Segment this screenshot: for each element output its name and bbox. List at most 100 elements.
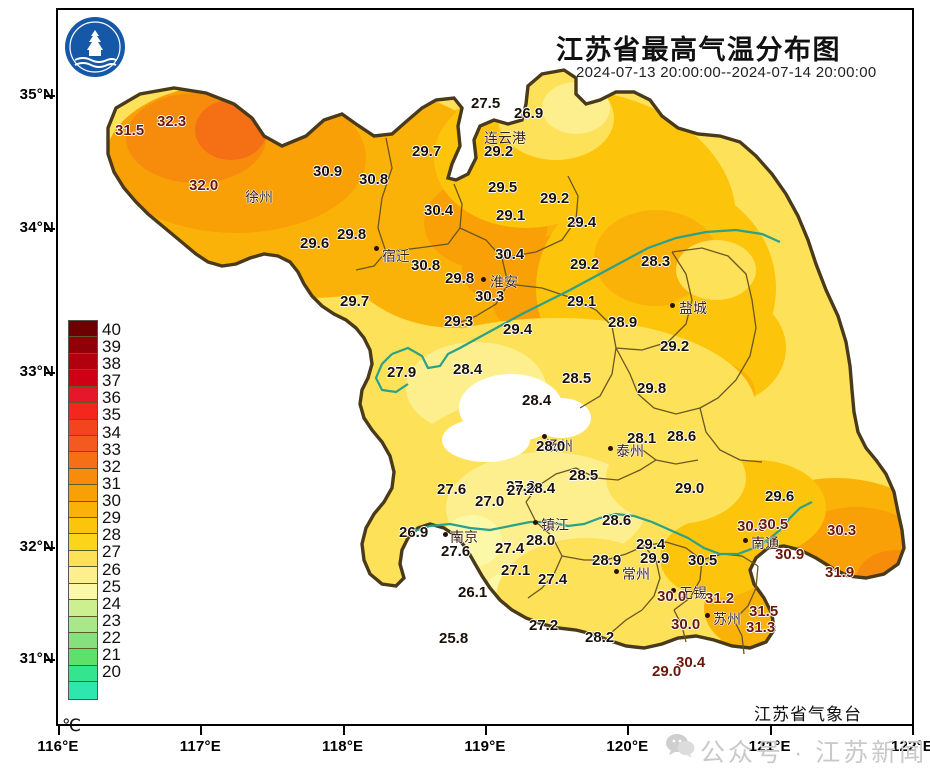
city-label: 淮安: [490, 274, 518, 290]
city-marker-dot: [443, 532, 448, 537]
colorbar-tick-label: 27: [102, 542, 121, 562]
colorbar-tick-label: 28: [102, 525, 121, 545]
station-temperature-label: 27.4: [538, 571, 568, 588]
x-axis-tick-mark: [912, 726, 914, 735]
station-temperature-label: 29.1: [496, 207, 526, 224]
station-temperature-label: 29.7: [340, 293, 370, 310]
station-temperature-label: 28.9: [592, 552, 622, 569]
colorbar-tick-label: 35: [102, 405, 121, 425]
station-temperature-label: 29.2: [484, 143, 514, 160]
agency-credit: 江苏省气象台: [754, 705, 862, 724]
city-label: 泰州: [616, 443, 644, 459]
station-temperature-label: 26.1: [458, 584, 488, 601]
city-marker-dot: [614, 569, 619, 574]
x-axis-tick-mark: [627, 726, 630, 735]
x-axis-tick-mark: [485, 726, 487, 735]
station-temperature-label: 28.9: [608, 314, 638, 331]
station-temperature-label: 30.5: [759, 516, 789, 533]
colorbar-tick-label: 21: [102, 645, 121, 665]
station-temperature-label: 30.5: [688, 552, 718, 569]
city-label: 常州: [622, 566, 650, 582]
station-temperature-label: 30.4: [676, 654, 706, 671]
station-temperature-label: 31.9: [825, 564, 855, 581]
province-boundary: [106, 68, 906, 650]
station-temperature-label: 28.5: [569, 467, 599, 484]
y-axis-tick-label: 34°N: [19, 219, 54, 236]
x-axis-tick-label: 117°E: [179, 738, 221, 755]
x-axis-tick-mark: [769, 726, 772, 735]
station-temperature-label: 29.8: [637, 380, 667, 397]
x-axis-tick-label: 118°E: [322, 738, 364, 755]
station-temperature-label: 29.8: [445, 270, 475, 287]
station-temperature-label: 27.9: [387, 364, 417, 381]
colorbar-segment: [69, 550, 97, 568]
colorbar-tick-label: 39: [102, 337, 121, 357]
time-range-subtitle: 2024-07-13 20:00:00--2024-07-14 20:00:00: [576, 64, 877, 81]
colorbar-segment: [69, 665, 97, 683]
colorbar-tick-label: 32: [102, 456, 121, 476]
station-temperature-label: 29.4: [567, 214, 597, 231]
jiangsu-meteorological-bureau-logo: [62, 14, 128, 80]
station-temperature-label: 32.0: [189, 177, 219, 194]
city-label: 南通: [751, 535, 779, 551]
y-axis-tick-mark: [46, 659, 55, 661]
station-temperature-label: 30.0: [657, 588, 687, 605]
station-temperature-label: 31.5: [115, 122, 145, 139]
y-axis-tick-label: 32°N: [19, 538, 54, 555]
city-marker-dot: [743, 538, 748, 543]
colorbar-tick-label: 24: [102, 593, 121, 613]
colorbar-tick-label: 23: [102, 610, 121, 630]
colorbar-tick-label: 37: [102, 371, 121, 391]
city-label: 徐州: [245, 189, 273, 205]
station-temperature-label: 29.2: [660, 338, 690, 355]
map-canvas: 徐州 宿迁 连云港 淮安 盐城 扬州 泰州 南京 镇江 常州 无锡 苏州 南通 31.5 32.3 32.0…: [56, 8, 914, 726]
station-temperature-label: 27.5: [471, 95, 501, 112]
colorbar-tick-label: 29: [102, 508, 121, 528]
watermark-text: 公众号 · 江苏新闻: [700, 739, 928, 767]
colorbar-segment: [69, 583, 97, 601]
station-temperature-label: 31.2: [705, 590, 735, 607]
station-temperature-label: 29.1: [567, 293, 597, 310]
colorbar-tick-label: 36: [102, 388, 121, 408]
river-layer: [374, 228, 813, 556]
city-label: 南京: [450, 529, 478, 545]
city-marker-dot: [481, 277, 486, 282]
x-axis-tick-mark: [200, 726, 203, 735]
x-axis-tick-label: 121°E: [748, 738, 791, 755]
colorbar-segment: [69, 534, 97, 551]
city-marker-dot: [705, 613, 710, 618]
station-temperature-label: 28.6: [667, 428, 697, 445]
colorbar-tick-label: 31: [102, 473, 121, 493]
station-temperature-label: 27.4: [495, 540, 525, 557]
station-temperature-label: 29.6: [765, 488, 795, 505]
station-temperature-label: 29.2: [570, 256, 600, 273]
station-temperature-label: 29.3: [444, 313, 474, 330]
station-temperature-label: 28.0: [526, 532, 556, 549]
station-temperature-label: 28.1: [627, 430, 657, 447]
colorbar-segment: [69, 633, 97, 650]
city-label: 扬州: [545, 438, 573, 454]
station-temperature-label: 30.9: [775, 546, 805, 563]
station-temperature-label: 30.3: [827, 522, 857, 539]
colorbar-segment: [69, 501, 97, 519]
colorbar-segment: [69, 485, 97, 502]
colorbar-tick-label: 20: [102, 662, 121, 682]
colorbar-tick-label: 34: [102, 422, 121, 442]
station-temperature-label: 28.3: [641, 253, 671, 270]
station-temperature-label: 31.5: [749, 603, 779, 620]
x-axis-tick-label: 119°E: [464, 738, 506, 755]
station-temperature-label: 29.5: [488, 179, 518, 196]
station-temperature-label: 28.4: [522, 392, 552, 409]
city-marker-dot: [542, 434, 547, 439]
station-temperature-label: 26.9: [399, 524, 429, 541]
temperature-colorbar[interactable]: [68, 320, 98, 700]
city-marker-dot: [608, 446, 613, 451]
station-temperature-label: 28.5: [562, 370, 592, 387]
colorbar-unit-label: ℃: [62, 716, 82, 735]
city-marker-dot: [533, 520, 538, 525]
station-temperature-label: 28.6: [602, 512, 632, 529]
colorbar-segment: [69, 682, 97, 699]
station-temperature-label: 27.1: [501, 562, 531, 579]
city-label: 苏州: [713, 611, 741, 627]
